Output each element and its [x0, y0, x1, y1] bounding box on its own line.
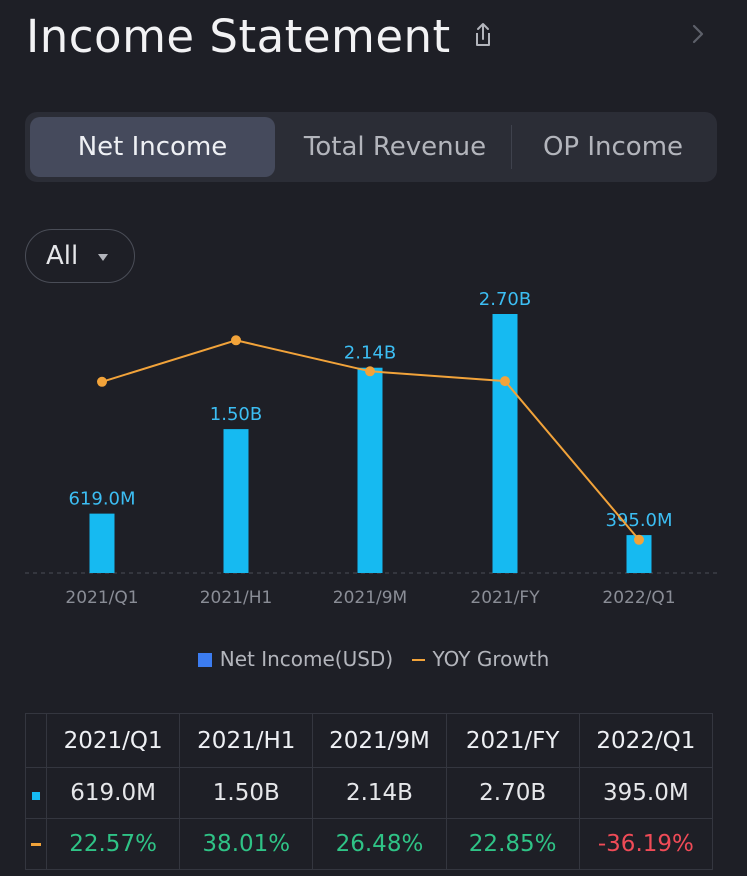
yoy-point[interactable] — [365, 366, 375, 377]
bar-value-label: 1.50B — [210, 404, 262, 425]
x-tick-label: 2021/H1 — [200, 588, 273, 608]
tab-bar: Net Income Total Revenue OP Income — [25, 112, 717, 182]
period-filter-label: All — [46, 241, 79, 271]
tab-op-income[interactable]: OP Income — [542, 132, 684, 162]
yoy-point[interactable] — [500, 376, 510, 387]
share-icon[interactable] — [468, 20, 498, 50]
chart-legend: Net Income(USD) YOY Growth — [0, 645, 747, 675]
bar-2021-9m[interactable] — [357, 367, 383, 573]
table-cell: 619.0M — [45, 767, 181, 819]
x-tick-label: 2021/FY — [470, 588, 540, 608]
legend-bar-swatch — [197, 652, 212, 667]
table-header-blank — [25, 713, 47, 768]
legend-line-label: YOY Growth — [432, 646, 550, 671]
page-title: Income Statement — [26, 10, 451, 63]
tab-total-revenue[interactable]: Total Revenue — [303, 132, 487, 162]
yoy-point[interactable] — [97, 376, 107, 387]
table-cell: 395.0M — [578, 767, 714, 819]
tab-divider — [511, 125, 512, 169]
tab-net-income[interactable]: Net Income — [30, 117, 275, 177]
table-cell: 26.48% — [312, 818, 447, 870]
header: Income Statement — [0, 0, 747, 80]
table-row-net-income: 619.0M 1.50B 2.14B 2.70B 395.0M — [25, 767, 714, 819]
data-table: 2021/Q1 2021/H1 2021/9M 2021/FY 2022/Q1 … — [25, 713, 714, 870]
caret-down-icon — [98, 254, 108, 261]
table-cell: 22.85% — [445, 818, 580, 870]
bar-value-label: 2.14B — [344, 343, 396, 364]
x-labels-group: 2021/Q1 2021/H1 2021/9M 2021/FY 2022/Q1 — [65, 588, 675, 608]
yoy-point[interactable] — [231, 335, 241, 346]
legend-line-swatch — [411, 658, 425, 661]
row-marker — [25, 818, 47, 870]
table-header-cell: 2021/Q1 — [45, 713, 181, 768]
yoy-dots-group — [97, 335, 644, 545]
table-cell: 38.01% — [179, 818, 314, 870]
bar-value-label: 2.70B — [479, 289, 531, 310]
bar-labels-group: 619.0M 1.50B 2.14B 2.70B 395.0M — [68, 289, 672, 531]
legend-bar-label: Net Income(USD) — [219, 646, 394, 671]
table-cell: 2.70B — [445, 767, 580, 819]
table-row-yoy: 22.57% 38.01% 26.48% 22.85% -36.19% — [25, 818, 714, 870]
x-tick-label: 2021/9M — [333, 588, 407, 608]
table-cell: 1.50B — [179, 767, 314, 819]
chevron-right-icon[interactable] — [688, 22, 708, 46]
table-header-row: 2021/Q1 2021/H1 2021/9M 2021/FY 2022/Q1 — [25, 713, 714, 768]
bar-2021-h1[interactable] — [223, 429, 249, 573]
bars-group — [89, 314, 652, 573]
table-cell: -36.19% — [578, 818, 714, 870]
table-cell: 2.14B — [312, 767, 447, 819]
bar-2021-q1[interactable] — [89, 513, 115, 573]
table-cell: 22.57% — [45, 818, 181, 870]
yoy-point[interactable] — [634, 534, 644, 545]
bar-marker-icon — [32, 792, 40, 800]
row-marker — [25, 767, 47, 819]
table-header-cell: 2022/Q1 — [578, 713, 714, 768]
table-header-cell: 2021/H1 — [179, 713, 314, 768]
legend-item-net-income[interactable]: Net Income(USD) — [197, 646, 394, 671]
x-tick-label: 2021/Q1 — [65, 588, 138, 608]
bar-value-label: 619.0M — [68, 489, 135, 510]
legend-item-yoy[interactable]: YOY Growth — [411, 646, 550, 671]
bar-value-label: 395.0M — [605, 510, 672, 531]
bar-2021-fy[interactable] — [492, 314, 518, 573]
x-tick-label: 2022/Q1 — [602, 588, 675, 608]
period-filter-dropdown[interactable]: All — [25, 229, 135, 283]
table-header-cell: 2021/FY — [445, 713, 580, 768]
table-header-cell: 2021/9M — [312, 713, 447, 768]
line-marker-icon — [31, 843, 41, 846]
